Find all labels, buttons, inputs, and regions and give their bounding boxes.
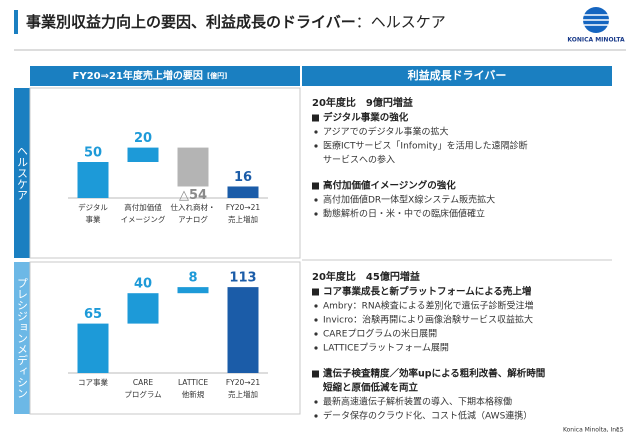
- category-label: アナログ: [178, 214, 208, 224]
- left-header-unit: [億円]: [207, 71, 227, 80]
- left-header-text: FY20⇒21年度売上増の要因 [億円]: [73, 69, 228, 82]
- title-main: 事業別収益力向上の要因、利益成長のドライバー: [26, 13, 356, 31]
- section-title: 遺伝子検査精度／効率upによる粗利改善、解析時間: [322, 368, 545, 380]
- left-header-title: FY20⇒21年度売上増の要因: [73, 69, 203, 82]
- chart-panel: [29, 87, 301, 259]
- bullet-dot: [314, 332, 318, 336]
- bullet-text: Ambry：RNA検査による差別化で遺伝子診断受注増: [323, 300, 534, 312]
- category-label: 売上増加: [228, 389, 258, 399]
- bullet-dot: [314, 318, 318, 322]
- right-header-text: 利益成長ドライバー: [408, 68, 507, 82]
- bullet-text: データ保存のクラウド化、コスト低減（AWS連携）: [323, 410, 532, 422]
- category-label: コア事業: [78, 377, 108, 387]
- row-label-bg: [14, 88, 30, 258]
- bar: [177, 287, 209, 294]
- bullet-dot: [314, 144, 318, 148]
- section-marker: [312, 182, 319, 190]
- logo-text: KONICA MINOLTA: [567, 37, 625, 44]
- bullet-dot: [314, 130, 318, 134]
- section-marker: [312, 114, 319, 122]
- row-label-bg: [14, 262, 30, 414]
- bullet-dot: [314, 304, 318, 308]
- category-label: 高付加価値: [124, 202, 162, 212]
- title-sub: ：ヘルスケア: [356, 13, 446, 31]
- bullet-text: Invicro：治験再開により画像治験サービス収益拡大: [323, 314, 533, 326]
- bullet-text: 高付加価値DR一体型X線システム販売拡大: [323, 194, 495, 206]
- section-marker: [312, 288, 319, 296]
- category-label: デジタル: [78, 202, 108, 212]
- right-header: [302, 66, 612, 86]
- bullet-dot: [314, 400, 318, 404]
- bullet-dot: [314, 212, 318, 216]
- bar: [227, 287, 259, 373]
- bar: [227, 186, 259, 198]
- logo-stripes: [583, 14, 609, 26]
- chart-panel: [29, 261, 301, 415]
- value-label: △54: [179, 188, 207, 203]
- category-label: 仕入れ商材・: [171, 202, 216, 212]
- bullet-text: アジアでのデジタル事業の拡大: [323, 126, 448, 138]
- bullet-text: CAREプログラムの米日展開: [323, 328, 437, 340]
- value-label: 65: [84, 307, 102, 322]
- row-label: ヘルスケア: [16, 146, 29, 201]
- bullet-dot: [314, 346, 318, 350]
- section-marker: [312, 370, 319, 378]
- category-label: FY20→21: [226, 378, 260, 387]
- bullet-text: 動態解析の日・米・中での臨床価値確立: [323, 208, 485, 220]
- bullet-text: 医療ICTサービス「Infomity」を活用した遠隔診断: [323, 140, 528, 152]
- value-label: 16: [234, 170, 252, 185]
- title-marker: [14, 10, 18, 34]
- value-label: 40: [134, 277, 152, 292]
- row-heading: 20年度比 9億円増益: [312, 96, 413, 109]
- footer-company: Konica Minolta, Inc.: [563, 427, 621, 434]
- category-label: 他新規: [182, 389, 205, 399]
- bullet-text: サービスへの参入: [323, 154, 395, 166]
- category-label: イメージング: [121, 214, 166, 224]
- bar: [127, 293, 159, 324]
- section-title: デジタル事業の強化: [323, 112, 409, 124]
- title: 事業別収益力向上の要因、利益成長のドライバー：ヘルスケア: [26, 13, 446, 31]
- section-title: 高付加価値イメージングの強化: [323, 180, 456, 192]
- value-label: 8: [188, 271, 197, 286]
- section-title: 短縮と原価低減を両立: [323, 382, 419, 394]
- category-label: CARE: [133, 378, 154, 387]
- value-label: 50: [84, 146, 102, 161]
- category-label: プログラム: [124, 389, 161, 399]
- category-label: FY20→21: [226, 203, 260, 212]
- page-number: 15: [616, 427, 624, 434]
- category-label: LATTICE: [178, 378, 208, 387]
- value-label: 20: [134, 131, 152, 146]
- bullet-text: LATTICEプラットフォーム展開: [323, 343, 449, 354]
- bullet-text: 最新高速遺伝子解析装置の導入、下期本格稼働: [323, 396, 512, 408]
- value-label: 113: [229, 271, 256, 286]
- bullet-dot: [314, 414, 318, 418]
- bar: [77, 162, 109, 198]
- section-title: コア事業成長と新プラットフォームによる売上増: [323, 286, 532, 298]
- category-label: 売上増加: [228, 214, 258, 224]
- row-label: プレシジョンメディシン: [16, 277, 29, 398]
- category-label: 事業: [86, 214, 101, 224]
- bar: [177, 147, 209, 187]
- bar: [77, 323, 109, 373]
- bullet-dot: [314, 198, 318, 202]
- bar: [127, 147, 159, 162]
- left-header: [30, 66, 300, 86]
- row-heading: 20年度比 45億円増益: [312, 270, 420, 283]
